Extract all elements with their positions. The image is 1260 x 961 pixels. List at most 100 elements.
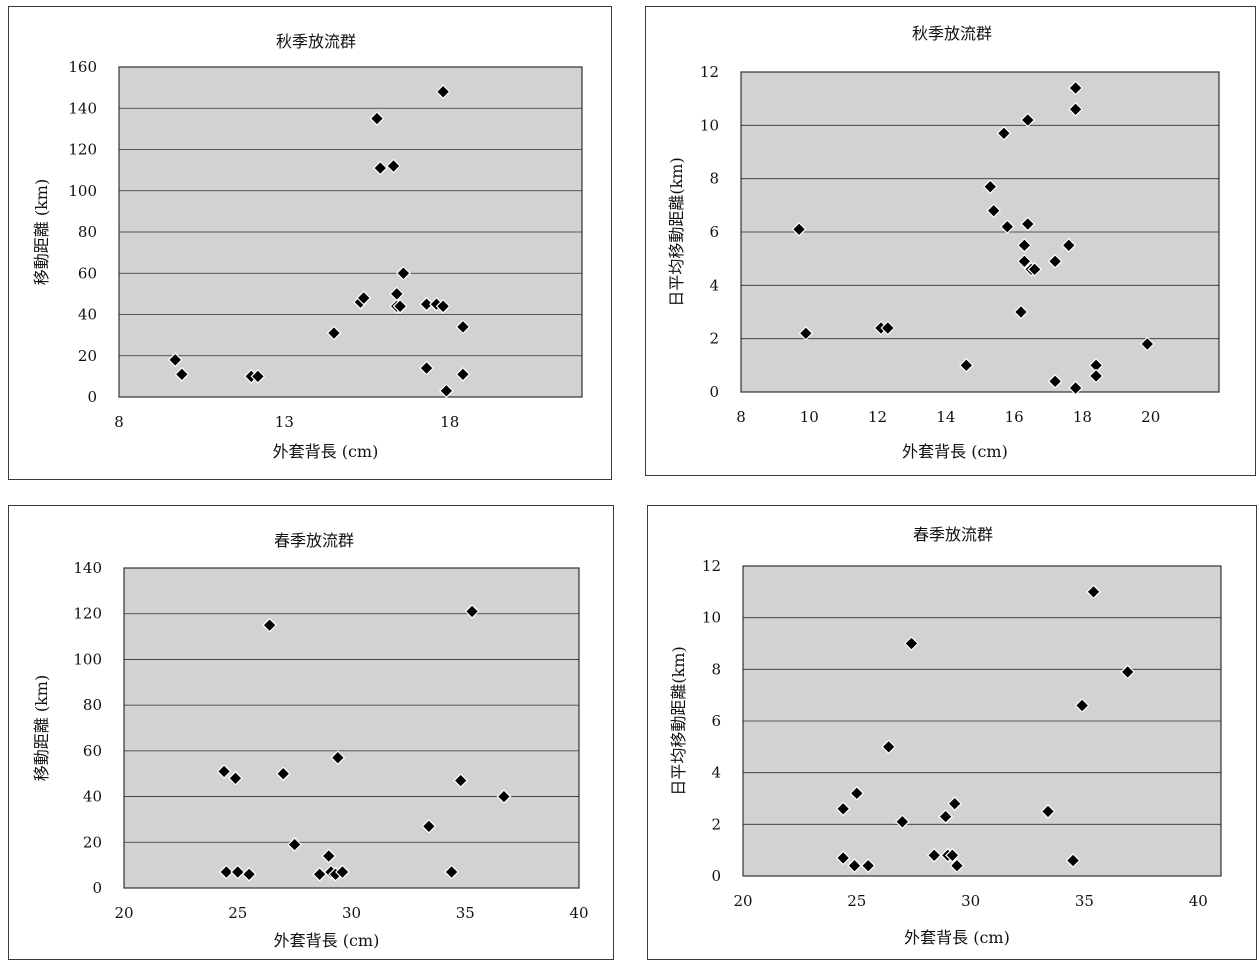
x-tick-label: 25 <box>847 892 866 910</box>
x-tick-label: 20 <box>733 892 752 910</box>
x-tick-label: 16 <box>1005 408 1024 426</box>
data-point <box>947 796 963 812</box>
data-point <box>986 203 1002 219</box>
y-tick-label: 2 <box>709 330 719 348</box>
chart-panel-3: 春季放流群 0 20 40 60 80 100 120 140 20 25 30 35 40 外套背長 (c… <box>8 505 614 960</box>
y-tick-label: 8 <box>709 170 719 188</box>
data-point <box>330 750 346 766</box>
y-tick-label: 0 <box>711 867 721 885</box>
data-point <box>1068 380 1083 396</box>
x-tick-label: 30 <box>961 892 980 910</box>
data-point <box>1068 80 1083 96</box>
data-point <box>275 766 291 782</box>
x-axis-title: 外套背長 (cm) <box>274 931 380 950</box>
data-point <box>228 770 243 786</box>
y-tick-label: 100 <box>68 182 97 200</box>
chart-title: 春季放流群 <box>913 525 993 544</box>
data-point <box>174 366 190 382</box>
y-tick-label: 10 <box>702 609 721 627</box>
y-tick-label: 60 <box>78 264 97 282</box>
data-point <box>938 809 953 824</box>
x-axis-title: 外套背長 (cm) <box>904 928 1010 947</box>
x-tick-label: 12 <box>868 408 887 426</box>
data-point <box>419 296 434 312</box>
chart-title: 秋季放流群 <box>912 24 992 43</box>
data-point <box>241 866 257 882</box>
x-tick-label: 18 <box>1073 408 1092 426</box>
x-tick-label: 18 <box>440 413 459 431</box>
data-point <box>798 325 814 341</box>
data-point <box>999 219 1015 235</box>
x-tick-label: 35 <box>456 904 475 922</box>
data-point <box>372 160 388 176</box>
data-point <box>949 858 965 874</box>
y-tick-label: 60 <box>83 742 102 760</box>
data-point <box>904 636 919 651</box>
data-point <box>335 864 350 880</box>
data-point <box>1027 261 1042 277</box>
data-point <box>455 319 471 335</box>
data-point <box>356 290 372 306</box>
data-point <box>421 818 437 834</box>
y-tick-label: 120 <box>73 605 102 623</box>
x-tick-label: 35 <box>1075 892 1094 910</box>
y-axis-title: 日平均移動距離(km) <box>667 157 686 306</box>
x-tick-label: 30 <box>342 904 361 922</box>
y-tick-label: 2 <box>711 815 721 833</box>
chart-title: 秋季放流群 <box>276 32 356 51</box>
data-point <box>945 847 960 863</box>
y-axis-title: 日平均移動距離(km) <box>669 646 688 795</box>
x-tick-label: 14 <box>936 408 955 426</box>
chart-panel-2: 秋季放流群 0 2 4 6 8 10 12 8 10 12 14 16 18 20 外套背長 (cm) 日平均移… <box>645 6 1256 476</box>
chart-svg-2: 秋季放流群 0 2 4 6 8 10 12 8 10 12 14 16 18 20 外套背長 (cm) 日平均移… <box>667 24 1220 461</box>
x-tick-label: 13 <box>275 413 294 431</box>
data-point <box>444 864 459 880</box>
y-tick-label: 12 <box>700 63 719 81</box>
data-point <box>250 369 266 384</box>
y-tick-label: 0 <box>87 388 97 406</box>
x-tick-label: 40 <box>1189 892 1208 910</box>
data-point <box>435 298 451 314</box>
chart-title: 春季放流群 <box>274 531 354 550</box>
data-point <box>1139 336 1155 352</box>
data-point <box>435 84 451 100</box>
y-tick-label: 0 <box>92 879 102 897</box>
x-tick-label: 8 <box>114 413 124 431</box>
x-axis-title: 外套背長 (cm) <box>273 442 379 461</box>
data-point <box>1047 373 1063 389</box>
y-tick-label: 140 <box>73 559 102 577</box>
y-tick-label: 6 <box>711 712 721 730</box>
y-tick-label: 100 <box>73 650 102 668</box>
y-tick-label: 20 <box>83 833 102 851</box>
data-point <box>439 383 454 399</box>
data-point <box>455 366 471 382</box>
data-point <box>1017 253 1032 269</box>
x-axis-title: 外套背長 (cm) <box>902 442 1008 461</box>
data-point <box>396 265 411 281</box>
data-point <box>926 847 942 863</box>
data-point <box>1086 584 1101 600</box>
data-point <box>1020 216 1036 232</box>
y-tick-label: 4 <box>711 764 721 782</box>
y-tick-label: 0 <box>709 383 719 401</box>
x-tick-label: 10 <box>800 408 819 426</box>
y-tick-label: 4 <box>709 276 719 294</box>
x-tick-label: 20 <box>114 904 133 922</box>
y-tick-label: 80 <box>83 696 102 714</box>
data-point <box>1047 253 1063 269</box>
chart-svg-3: 春季放流群 0 20 40 60 80 100 120 140 20 25 30 35 40 外套背長 (c… <box>32 531 589 950</box>
y-tick-label: 160 <box>68 58 97 76</box>
data-point <box>419 360 434 376</box>
y-tick-label: 10 <box>700 116 719 134</box>
data-point <box>958 357 974 373</box>
x-tick-label: 40 <box>569 904 588 922</box>
chart-svg-4: 春季放流群 0 2 4 6 8 10 12 20 25 30 35 40 外套背長 (cm) 日平均移動距離… <box>669 525 1222 947</box>
data-point <box>326 325 342 341</box>
y-tick-label: 120 <box>68 141 97 159</box>
data-point <box>1013 304 1029 320</box>
data-point <box>1065 853 1081 868</box>
chart-panel-4: 春季放流群 0 2 4 6 8 10 12 20 25 30 35 40 外套背長 (cm) 日平均移動距離… <box>647 505 1257 960</box>
y-axis-title: 移動距離 (km) <box>32 179 51 285</box>
data-point <box>1020 112 1036 128</box>
data-point <box>1040 804 1056 819</box>
